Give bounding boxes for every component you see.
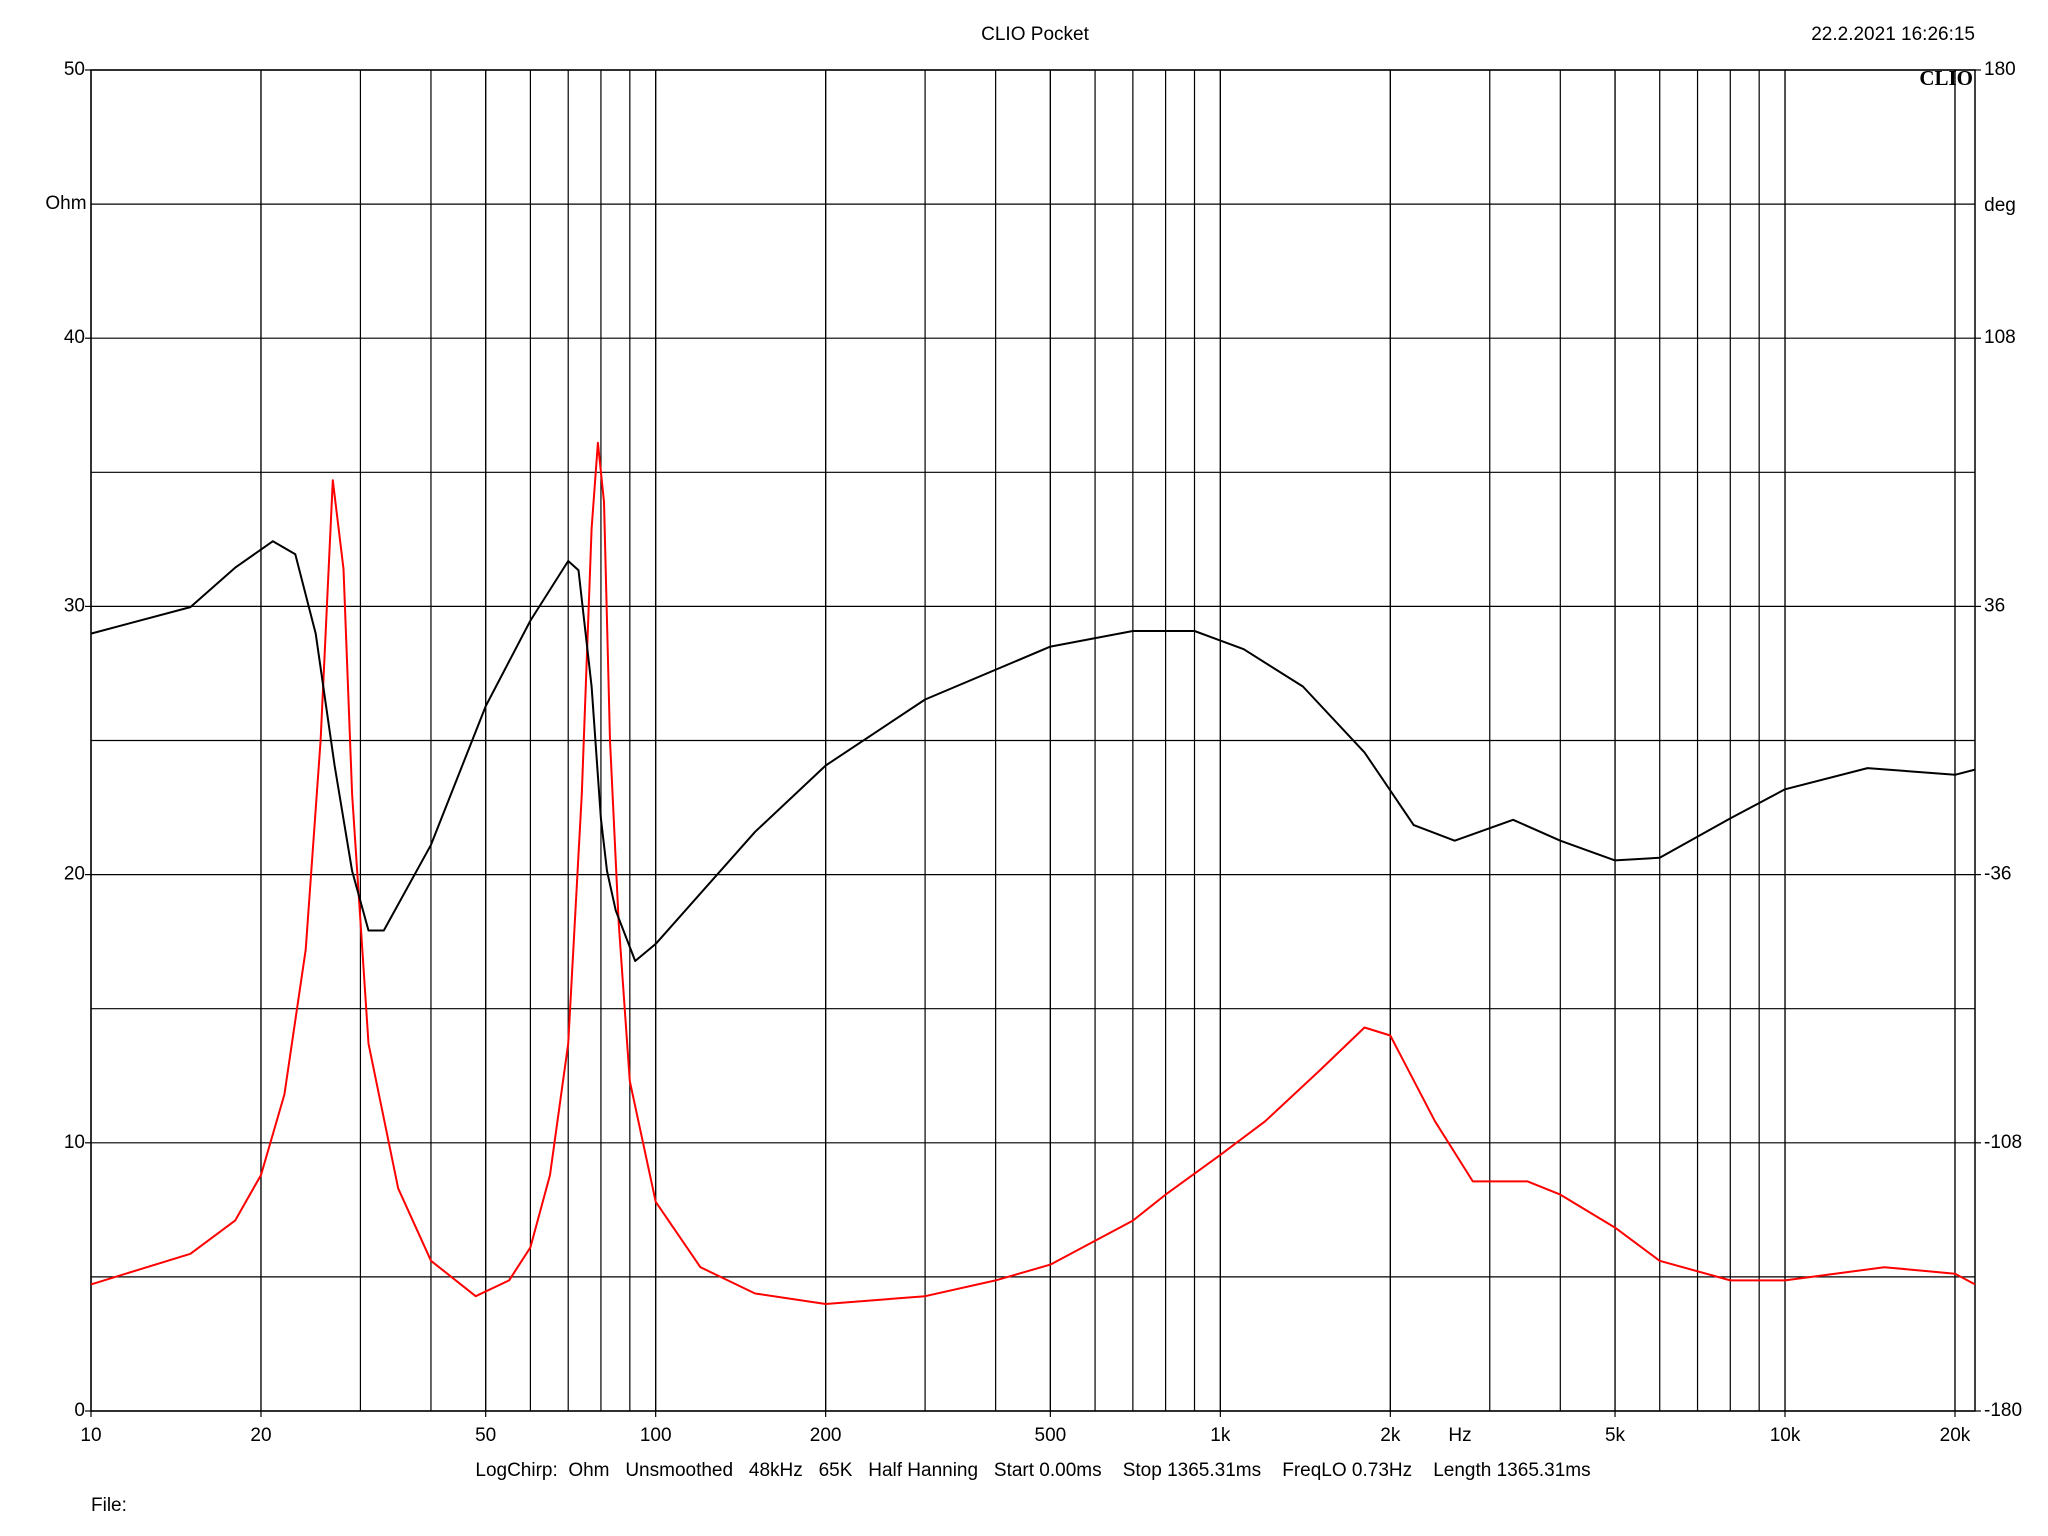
- y-tick-label: 10: [64, 1132, 85, 1153]
- y2-tick-label: 36: [1984, 595, 2005, 616]
- x-tick-label: 1k: [1210, 1425, 1231, 1446]
- x-tick-label: 20: [250, 1425, 271, 1446]
- x-tick-label: 20k: [1940, 1425, 1971, 1446]
- x-tick-label: 10k: [1770, 1425, 1801, 1446]
- x-tick-label: 100: [640, 1425, 672, 1446]
- timestamp: 22.2.2021 16:26:15: [1811, 24, 1975, 45]
- x-tick-label: 10: [80, 1425, 101, 1446]
- y2-tick-label: -180: [1984, 1400, 2022, 1421]
- y2-tick-label: -36: [1984, 864, 2011, 885]
- series-line: [90, 441, 1976, 1305]
- info-line: LogChirp: Ohm Unsmoothed 48kHz 65K Half …: [475, 1460, 1590, 1481]
- y-tick-label: 20: [64, 864, 85, 885]
- y2-tick-label: -108: [1984, 1132, 2022, 1153]
- y2-axis-label: deg: [1984, 195, 2016, 216]
- x-axis-label: Hz: [1448, 1425, 1471, 1446]
- y2-tick-label: 108: [1984, 327, 2016, 348]
- y-tick-label: 30: [64, 595, 85, 616]
- x-tick-label: 2k: [1380, 1425, 1401, 1446]
- chart-title: CLIO Pocket: [981, 24, 1089, 45]
- x-tick-label: 200: [810, 1425, 842, 1446]
- y2-tick-label: 180: [1984, 59, 2016, 80]
- file-label: File:: [91, 1495, 127, 1516]
- y-tick-label: 40: [64, 327, 85, 348]
- x-tick-label: 500: [1035, 1425, 1067, 1446]
- y-tick-label: 0: [74, 1400, 85, 1421]
- series-line: [90, 540, 1976, 962]
- y-tick-label: 50: [64, 59, 85, 80]
- x-tick-label: 5k: [1605, 1425, 1626, 1446]
- plot-frame: [90, 69, 1976, 1412]
- x-tick-label: 50: [475, 1425, 496, 1446]
- y-axis-label: Ohm: [45, 193, 86, 214]
